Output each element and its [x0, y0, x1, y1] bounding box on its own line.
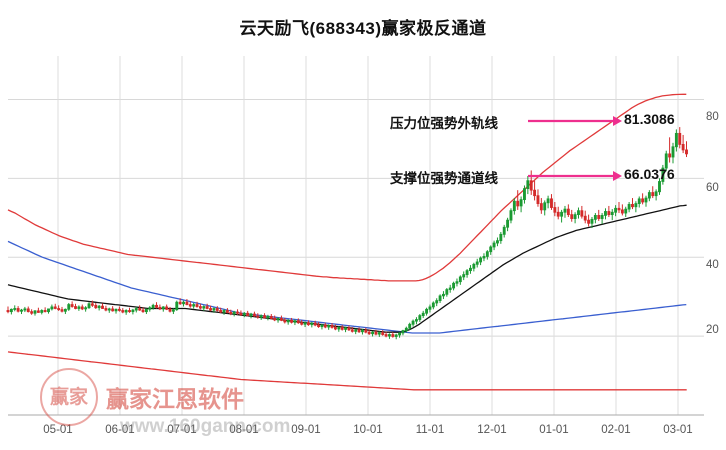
y-axis-label-60: 60: [706, 182, 719, 194]
watermark-site: www.160gann.com: [120, 416, 291, 437]
x-axis-label-10: 03-01: [663, 424, 693, 436]
support-line-label: 支撑位强势通道线: [390, 171, 498, 186]
chart-title: 云天励飞(688343)赢家极反通道: [239, 19, 487, 38]
x-axis-label-7: 12-01: [477, 424, 507, 436]
support-line-value: 66.0376: [624, 166, 675, 182]
pressure-line-label: 压力位强势外轨线: [390, 116, 498, 131]
x-axis-label-1: 06-01: [105, 424, 135, 436]
watermark-brand-text: 赢家江恩软件: [106, 386, 244, 412]
x-axis-label-3: 08-01: [229, 424, 259, 436]
y-axis-label-20: 20: [706, 324, 719, 336]
x-axis-label-4: 09-01: [291, 424, 321, 436]
x-axis-label-6: 11-01: [415, 424, 445, 436]
x-axis-label-9: 02-01: [601, 424, 631, 436]
y-axis-label-40: 40: [706, 259, 719, 271]
x-axis-label-2: 07-01: [167, 424, 197, 436]
x-axis-label-0: 05-01: [43, 424, 73, 436]
x-axis-label-8: 01-01: [539, 424, 569, 436]
watermark-brand: 赢家 赢家江恩软件: [40, 368, 244, 426]
x-axis-label-5: 10-01: [353, 424, 383, 436]
y-axis-label-80: 80: [706, 111, 719, 123]
watermark-seal: 赢家: [40, 368, 98, 426]
pressure-line-value: 81.3086: [624, 111, 675, 127]
